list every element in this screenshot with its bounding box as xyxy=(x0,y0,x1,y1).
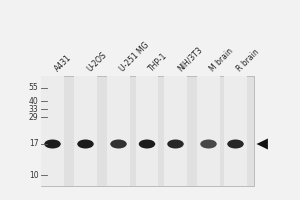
Polygon shape xyxy=(256,138,268,150)
Text: NIH/3T3: NIH/3T3 xyxy=(176,45,204,73)
Ellipse shape xyxy=(167,140,184,148)
Bar xyxy=(107,76,130,186)
Text: 29: 29 xyxy=(29,112,38,121)
Bar xyxy=(197,76,220,186)
Text: A431: A431 xyxy=(52,53,73,73)
Bar xyxy=(40,76,254,186)
Text: 40: 40 xyxy=(29,97,38,106)
Ellipse shape xyxy=(110,140,127,148)
Ellipse shape xyxy=(227,140,244,148)
Text: 10: 10 xyxy=(29,170,38,180)
Text: U-251 MG: U-251 MG xyxy=(118,40,152,73)
Text: 17: 17 xyxy=(29,140,38,148)
Text: THP-1: THP-1 xyxy=(147,51,169,73)
Ellipse shape xyxy=(200,140,217,148)
Ellipse shape xyxy=(77,140,94,148)
Text: U-2OS: U-2OS xyxy=(85,50,109,73)
Bar xyxy=(224,76,247,186)
Ellipse shape xyxy=(139,140,155,148)
Ellipse shape xyxy=(44,140,61,148)
Text: 55: 55 xyxy=(29,83,38,92)
Bar xyxy=(41,76,64,186)
Text: R brain: R brain xyxy=(236,47,262,73)
Text: 33: 33 xyxy=(29,105,38,114)
Bar xyxy=(74,76,97,186)
Text: M brain: M brain xyxy=(208,46,236,73)
Bar xyxy=(136,76,158,186)
Bar xyxy=(164,76,187,186)
